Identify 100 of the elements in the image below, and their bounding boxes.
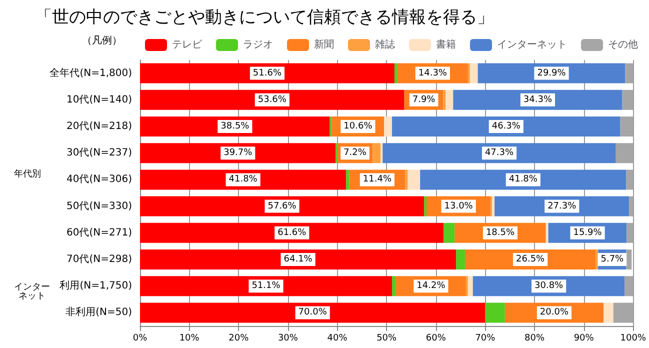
bar [424,196,427,216]
bar [546,222,548,243]
x-tick-label: 40% [327,334,348,344]
y-tick-label: 全年代(N=1,800) [50,66,132,79]
y-tick-label: 50代(N=330) [66,200,132,212]
bar [382,143,616,164]
data-label: 51.6% [252,68,282,78]
bar [492,196,495,216]
legend-label: インターネット [497,40,567,50]
bar [620,116,634,136]
data-label: 41.8% [508,174,538,185]
bar [420,170,626,190]
data-label: 10.6% [344,122,373,132]
bar [446,90,454,110]
bar [140,302,486,323]
bar [456,250,465,270]
bar [394,63,398,84]
legend-label: 雑誌 [375,38,395,50]
y-tick-label: 非利用(N=50) [66,306,132,318]
bar [625,63,634,84]
bar [140,170,346,190]
legend-label: テレビ [172,40,203,50]
data-label: 11.4% [362,174,392,185]
legend-label: その他 [608,38,638,50]
bar [140,222,444,243]
data-label: 41.8% [228,174,258,185]
y-tick-label: 30代(N=237) [66,148,132,159]
data-label: 38.5% [220,122,250,132]
chart-title: 「世の中のできごとや動きについて信頼できる情報を得る」 [35,8,494,28]
bar [604,302,614,323]
data-label: 29.9% [537,68,566,78]
legend-label: 書籍 [436,38,456,50]
y-tick-label: 20代(N=218) [66,121,132,132]
data-label: 7.9% [412,94,436,105]
bar [626,250,632,270]
x-tick-label: 0% [132,334,148,344]
bar [468,276,473,296]
data-label: 64.1% [284,254,313,264]
bar [624,276,634,296]
bar [140,250,456,270]
data-label: 15.9% [573,228,602,238]
bar [405,170,408,190]
bar [140,63,394,84]
data-label: 39.7% [224,148,253,158]
bar [408,170,420,190]
data-label: 5.7% [600,254,624,264]
data-label: 13.0% [444,201,474,212]
data-label: 7.2% [344,148,367,158]
data-label: 57.6% [268,201,297,212]
data-label: 61.6% [278,228,307,238]
bar [613,302,634,323]
y-tick-label: 10代(N=140) [66,94,132,106]
x-tick-label: 30% [278,334,298,344]
data-label: 30.8% [534,281,564,292]
data-label: 53.6% [258,94,287,105]
data-label: 20.0% [540,308,569,318]
bar [629,196,634,216]
bar [372,143,381,164]
bar [616,143,634,164]
x-tick-label: 60% [426,334,446,344]
y-tick-label: 60代(N=271) [66,227,132,238]
bar [392,116,620,136]
data-label: 14.2% [416,281,446,292]
x-tick-label: 90% [574,334,594,344]
data-label: 18.5% [486,228,515,238]
data-label: 47.3% [484,148,514,158]
x-tick-label: 50% [376,334,398,344]
bar [384,116,392,136]
x-tick-label: 70% [475,334,496,344]
bar [392,276,396,296]
text: インターネット [14,282,50,302]
x-tick-label: 80% [524,334,545,344]
bar [140,276,392,296]
legend-label: ラジオ [243,40,273,50]
bar [444,222,455,243]
bar [485,302,505,323]
data-label: 26.5% [516,254,546,264]
bar [626,222,634,243]
bar [470,63,478,84]
data-label: 27.3% [548,201,577,212]
bar [622,90,634,110]
bar [140,90,404,110]
bar [140,143,336,164]
x-tick-label: 100% [620,334,646,344]
text: 年代別 [14,168,41,180]
legend-title: （凡例） [82,36,122,46]
data-label: 34.3% [523,94,552,105]
x-tick-label: 20% [228,334,250,344]
x-tick-label: 10% [179,334,200,344]
bar [346,170,350,190]
data-label: 46.3% [492,122,521,132]
y-tick-label: 70代(N=298) [66,254,132,265]
bar [626,170,634,190]
data-label: 51.1% [252,281,281,292]
data-label: 70.0% [298,308,328,318]
data-label: 14.3% [418,68,448,78]
bar [140,196,424,216]
y-tick-label: 利用(N=1,750) [60,280,132,292]
legend-label: 新聞 [314,38,334,50]
y-tick-label: 40代(N=306) [66,174,132,186]
